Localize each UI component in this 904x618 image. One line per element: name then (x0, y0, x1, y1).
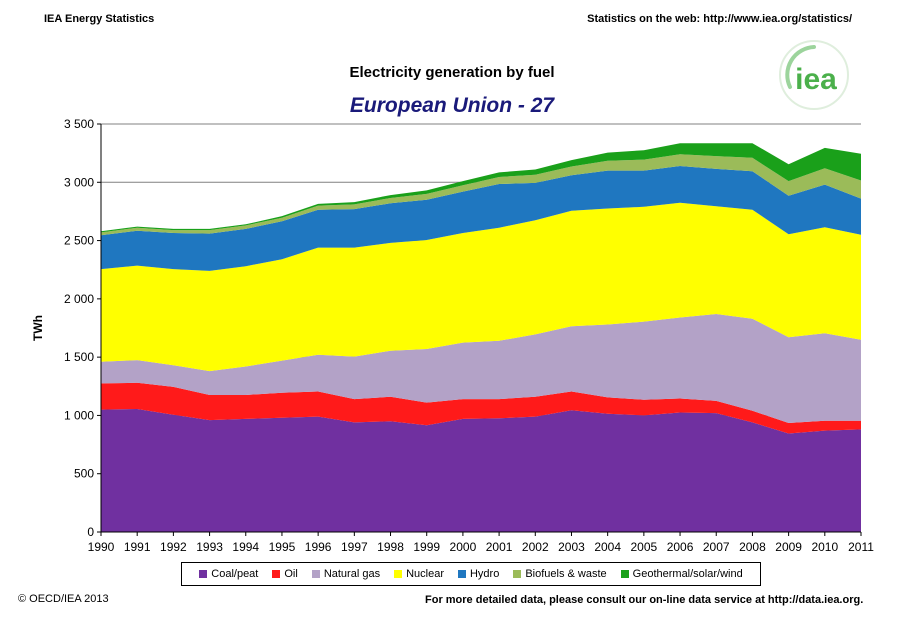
legend-label: Coal/peat (211, 568, 259, 580)
iea-logo: iea (779, 40, 849, 110)
x-tick-label: 1992 (160, 540, 187, 554)
chart-subtitle: European Union - 27 (349, 94, 555, 117)
x-tick-label: 1993 (196, 540, 223, 554)
x-tick-label: 1995 (269, 540, 296, 554)
area-series-oil (101, 382, 861, 434)
legend-item-nuclear: Nuclear (394, 568, 444, 580)
x-tick-label: 2005 (631, 540, 658, 554)
area-series-biofuels-waste (101, 154, 861, 236)
svg-text:iea: iea (795, 63, 837, 96)
legend-swatch (394, 570, 403, 578)
chart-legend: Coal/peat Oil Natural gas Nuclear Hydro Biofu… (181, 562, 761, 586)
copyright-text: © OECD/IEA 2013 (18, 593, 109, 605)
x-tick-label: 1997 (341, 540, 368, 554)
legend-item-biofuels-waste: Biofuels & waste (513, 568, 607, 580)
legend-swatch (272, 570, 281, 578)
legend-swatch (199, 570, 208, 578)
area-series-natural-gas (101, 314, 861, 423)
y-tick-label: 2 000 (64, 292, 94, 306)
y-tick-label: 3 500 (64, 117, 94, 131)
legend-label: Biofuels & waste (525, 568, 607, 580)
x-tick-label: 2011 (848, 540, 874, 554)
x-tick-label: 2010 (811, 540, 838, 554)
x-tick-label: 2006 (667, 540, 694, 554)
x-tick-label: 1999 (413, 540, 440, 554)
y-tick-label: 3 000 (64, 175, 94, 189)
legend-label: Natural gas (323, 568, 381, 580)
legend-item-oil: Oil (272, 568, 298, 580)
x-tick-label: 2009 (775, 540, 802, 554)
footer-note-link[interactable]: For more detailed data, please consult o… (425, 594, 864, 606)
chart-title: Electricity generation by fuel (349, 64, 555, 81)
legend-item-geothermal-solar-wind: Geothermal/solar/wind (620, 568, 743, 580)
y-tick-label: 1 500 (64, 350, 94, 364)
x-tick-label: 1996 (305, 540, 332, 554)
legend-swatch (457, 570, 466, 578)
header-left: IEA Energy Statistics (44, 13, 155, 25)
legend-swatch (513, 570, 522, 578)
legend-label: Geothermal/solar/wind (632, 568, 743, 580)
x-tick-label: 2007 (703, 540, 730, 554)
x-tick-label: 1991 (124, 540, 151, 554)
y-tick-label: 1 000 (64, 408, 94, 422)
x-tick-label: 2003 (558, 540, 585, 554)
y-tick-label: 0 (87, 525, 94, 539)
legend-label: Nuclear (406, 568, 444, 580)
y-tick-label: 2 500 (64, 234, 94, 248)
y-axis-label: TWh (31, 315, 45, 341)
x-tick-label: 1990 (88, 540, 115, 554)
x-tick-label: 2001 (486, 540, 513, 554)
x-tick-label: 1998 (377, 540, 404, 554)
x-tick-label: 2008 (739, 540, 766, 554)
x-tick-label: 2004 (594, 540, 621, 554)
legend-swatch (620, 570, 629, 578)
header-right-link[interactable]: Statistics on the web: http://www.iea.or… (587, 13, 852, 25)
y-tick-label: 500 (74, 467, 94, 481)
area-series-nuclear (101, 202, 861, 372)
x-tick-label: 2002 (522, 540, 549, 554)
x-tick-label: 2000 (450, 540, 477, 554)
area-series-coal-peat (101, 409, 861, 532)
x-tick-label: 1994 (232, 540, 259, 554)
chart-area: 0 500 1 000 1 500 2 000 2 500 3 000 3 500 1990 19… (31, 117, 874, 554)
legend-label: Hydro (469, 568, 500, 580)
legend-item-hydro: Hydro (457, 568, 500, 580)
legend-swatch (311, 570, 320, 578)
legend-item-coal-peat: Coal/peat (199, 568, 258, 580)
legend-item-natural-gas: Natural gas (311, 568, 381, 580)
legend-label: Oil (284, 568, 298, 580)
area-series-hydro (101, 166, 861, 271)
